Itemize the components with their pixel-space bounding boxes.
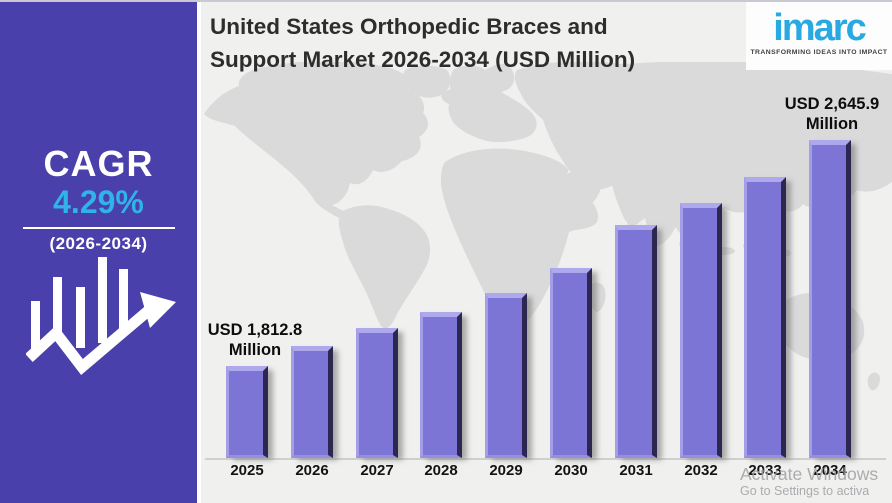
chart-panel: United States Orthopedic Braces and Supp… xyxy=(201,2,892,503)
cagr-label: CAGR xyxy=(43,143,154,184)
x-axis-line xyxy=(205,458,886,460)
x-axis-label-2033: 2033 xyxy=(748,462,782,479)
imarc-logo-text: imarc xyxy=(773,7,866,49)
bar-2027 xyxy=(356,328,398,458)
cagr-period: (2026-2034) xyxy=(49,233,148,253)
x-axis-label-2028: 2028 xyxy=(424,462,458,479)
imarc-logo: imarc TRANSFORMING IDEAS INTO IMPACT xyxy=(746,2,892,70)
bar-2030 xyxy=(550,268,592,458)
watermark-line2: Go to Settings to activa xyxy=(740,484,870,498)
bar-2029 xyxy=(485,293,527,458)
map-new-zealand xyxy=(867,372,880,391)
bar-chart-growth-arrow-icon xyxy=(26,257,176,375)
x-axis-label-2025: 2025 xyxy=(230,462,264,479)
cagr-divider xyxy=(22,226,175,229)
page-title-line1: United States Orthopedic Braces and xyxy=(210,14,608,39)
map-madagascar xyxy=(588,282,606,312)
bar-2033 xyxy=(744,177,786,458)
imarc-logo-tagline: TRANSFORMING IDEAS INTO IMPACT xyxy=(750,49,888,56)
map-south-america xyxy=(338,205,431,329)
value-label-2025: USD 1,812.8 Million xyxy=(207,321,303,359)
map-britain xyxy=(441,89,460,105)
bar-2031 xyxy=(615,225,657,458)
map-arabia xyxy=(564,170,601,210)
map-north-america xyxy=(204,62,428,222)
bar-2032 xyxy=(680,203,722,458)
map-europe xyxy=(448,64,537,143)
cagr-value: 4.29% xyxy=(53,184,144,220)
activate-windows-watermark: Activate Windows Go to Settings to activ… xyxy=(740,464,878,499)
x-axis-label-2031: 2031 xyxy=(619,462,653,479)
cagr-block: CAGR 4.29% (2026-2034) xyxy=(0,146,197,254)
value-label-2034: USD 2,645.9 Million xyxy=(784,95,880,133)
x-axis-label-2026: 2026 xyxy=(295,462,329,479)
bar-2034 xyxy=(809,140,851,458)
x-axis-label-2029: 2029 xyxy=(489,462,523,479)
watermark-line1: Activate Windows xyxy=(740,464,879,484)
page-title-line2: Support Market 2026-2034 (USD Million) xyxy=(210,47,636,72)
map-asia xyxy=(514,62,892,246)
sidebar: CAGR 4.29% (2026-2034) xyxy=(0,2,197,503)
map-india xyxy=(609,169,645,223)
x-axis-label-2030: 2030 xyxy=(554,462,588,479)
map-greenland xyxy=(403,65,451,98)
x-axis-label-2032: 2032 xyxy=(684,462,718,479)
world-map-background xyxy=(204,62,892,391)
page-title: United States Orthopedic Braces and Supp… xyxy=(210,10,730,76)
bar-2025 xyxy=(226,366,268,458)
bar-2028 xyxy=(420,312,462,458)
bars-area: 2025 2026 2027 2028 2029 2030 2031 2032 2033 2034… xyxy=(201,2,892,503)
x-axis-label-2027: 2027 xyxy=(360,462,394,479)
x-axis-label-2034: 2034 xyxy=(813,462,847,479)
top-border xyxy=(0,0,892,2)
map-africa xyxy=(441,148,599,329)
bar-2026 xyxy=(291,346,333,458)
